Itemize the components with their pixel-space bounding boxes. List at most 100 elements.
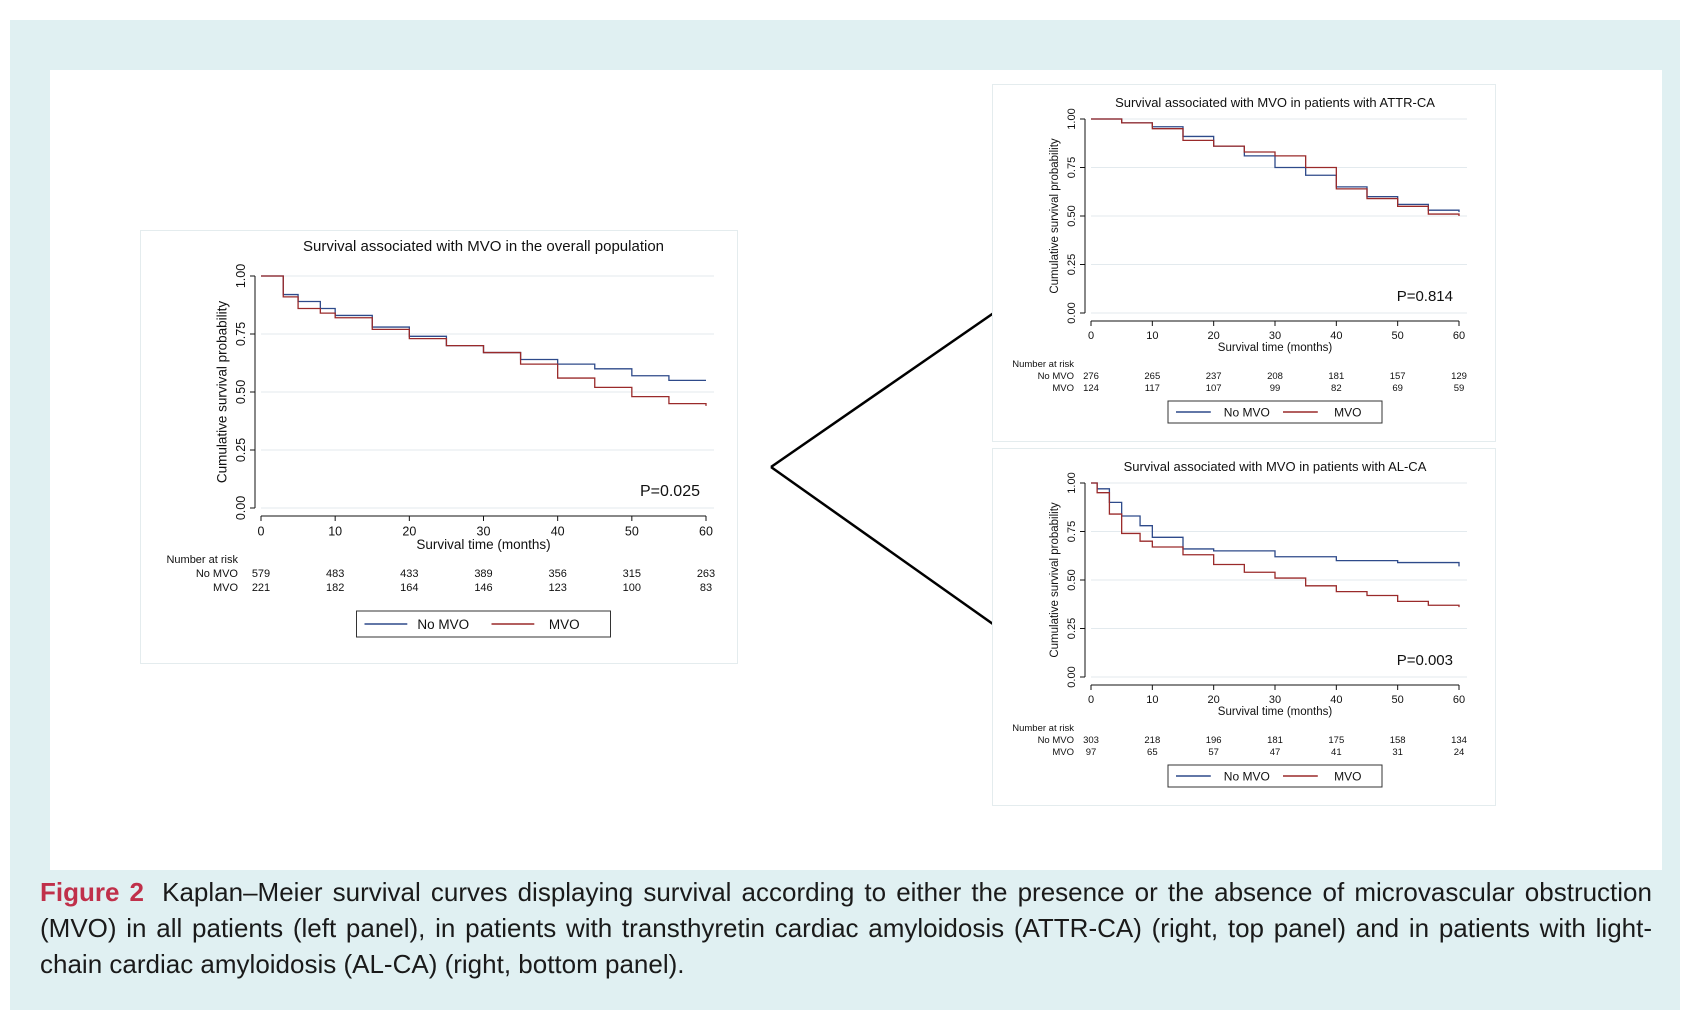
chart-title: Survival associated with MVO in patients… (1124, 459, 1427, 474)
p-value-annotation: P=0.025 (640, 483, 700, 500)
no-mvo-survival-curve (1091, 118, 1460, 213)
risk-table-value: 47 (1270, 747, 1281, 758)
risk-table-value: 237 (1206, 371, 1222, 382)
legend-no-mvo-label: No MVO (1224, 769, 1270, 783)
x-tick-label: 30 (1269, 330, 1281, 342)
overall-survival-chart: Survival associated with MVO in the over… (166, 238, 715, 638)
risk-table-header: Number at risk (1012, 723, 1074, 734)
x-tick-label: 40 (551, 525, 565, 539)
risk-table-row-label: No MVO (1038, 735, 1074, 746)
y-tick-label: 0.50 (234, 380, 248, 404)
y-tick-label: 0.75 (1066, 157, 1078, 178)
risk-table-value: 59 (1454, 383, 1465, 394)
risk-table-value: 265 (1144, 371, 1160, 382)
arrow-to-bottom-panel (770, 465, 1027, 648)
risk-table-value: 263 (697, 568, 715, 580)
y-tick-label: 1.00 (1066, 472, 1078, 493)
legend-mvo-label: MVO (1334, 405, 1361, 419)
x-tick-label: 0 (258, 525, 265, 539)
risk-table-value: 218 (1144, 735, 1160, 746)
no-mvo-survival-curve (261, 275, 706, 382)
y-tick-label: 0.50 (1066, 205, 1078, 226)
y-tick-label: 1.00 (234, 264, 248, 288)
legend-mvo-label: MVO (549, 617, 580, 632)
legend: No MVO MVO (356, 610, 611, 638)
x-tick-label: 20 (402, 525, 416, 539)
x-tick-label: 40 (1330, 694, 1342, 706)
risk-table-row-label: MVO (213, 582, 239, 594)
risk-table-value: 483 (326, 568, 344, 580)
chart-title: Survival associated with MVO in the over… (303, 238, 664, 255)
x-axis-label: Survival time (months) (1218, 342, 1333, 354)
x-tick-label: 10 (1146, 330, 1158, 342)
risk-table-value: 57 (1208, 747, 1219, 758)
x-tick-label: 40 (1330, 330, 1342, 342)
x-axis-label: Survival time (months) (1218, 706, 1333, 718)
x-tick-label: 60 (1453, 330, 1465, 342)
risk-table-value: 196 (1206, 735, 1222, 746)
x-axis-label: Survival time (months) (416, 537, 550, 552)
x-tick-label: 30 (477, 525, 491, 539)
y-axis-label: Cumulative survival probability (1049, 502, 1061, 658)
y-tick-label: 0.75 (234, 322, 248, 346)
attr-ca-panel: Survival associated with MVO in patients… (992, 84, 1496, 442)
x-tick-label: 60 (1453, 694, 1465, 706)
legend-no-mvo-label: No MVO (1224, 405, 1270, 419)
risk-table-value: 117 (1145, 383, 1160, 394)
risk-table-value: 123 (548, 582, 566, 594)
figure-panel-area: Survival associated with MVO in the over… (50, 70, 1662, 870)
p-value-annotation: P=0.814 (1397, 288, 1453, 305)
al-ca-survival-chart: Survival associated with MVO in patients… (1012, 459, 1467, 788)
figure-frame: Survival associated with MVO in the over… (10, 20, 1680, 1010)
risk-table-value: 276 (1083, 371, 1099, 382)
risk-table-value: 146 (474, 582, 492, 594)
risk-table-row-label: No MVO (1038, 371, 1074, 382)
risk-table-value: 356 (548, 568, 566, 580)
x-tick-label: 50 (625, 525, 639, 539)
risk-table-value: 579 (252, 568, 270, 580)
risk-table-value: 100 (623, 582, 641, 594)
overall-population-panel: Survival associated with MVO in the over… (140, 230, 738, 664)
legend-box (1167, 764, 1383, 788)
x-tick-label: 20 (1208, 694, 1220, 706)
y-tick-label: 0.25 (234, 438, 248, 462)
x-tick-label: 30 (1269, 694, 1281, 706)
arrow-to-top-panel (770, 290, 1027, 469)
risk-table-value: 83 (700, 582, 712, 594)
mvo-survival-curve (261, 275, 707, 406)
risk-table-value: 31 (1392, 747, 1403, 758)
y-tick-label: 1.00 (1066, 108, 1078, 129)
p-value-annotation: P=0.003 (1397, 652, 1453, 669)
al-ca-panel: Survival associated with MVO in patients… (992, 448, 1496, 806)
x-tick-label: 10 (328, 525, 342, 539)
risk-table-value: 124 (1083, 383, 1099, 394)
risk-table-value: 158 (1390, 735, 1406, 746)
no-mvo-survival-curve (1091, 482, 1460, 567)
x-tick-label: 60 (699, 525, 713, 539)
risk-table-value: 134 (1451, 735, 1467, 746)
risk-table-value: 221 (252, 582, 270, 594)
risk-table-value: 107 (1206, 383, 1222, 394)
legend: No MVO MVO (1167, 400, 1383, 424)
risk-table-value: 315 (623, 568, 641, 580)
y-tick-label: 0.00 (1066, 302, 1078, 323)
x-tick-label: 50 (1392, 694, 1404, 706)
risk-table-value: 97 (1086, 747, 1097, 758)
risk-table-value: 303 (1083, 735, 1099, 746)
risk-table-row-label: MVO (1052, 383, 1074, 394)
x-tick-label: 50 (1392, 330, 1404, 342)
mvo-survival-curve (1091, 118, 1460, 216)
y-tick-label: 0.75 (1066, 521, 1078, 542)
y-tick-label: 0.00 (1066, 666, 1078, 687)
risk-table-value: 175 (1328, 735, 1344, 746)
y-tick-label: 0.25 (1066, 254, 1078, 275)
risk-table-value: 181 (1328, 371, 1344, 382)
legend-box (1167, 400, 1383, 424)
risk-table-value: 182 (326, 582, 344, 594)
attr-ca-survival-chart: Survival associated with MVO in patients… (1012, 95, 1467, 424)
risk-table-value: 164 (400, 582, 418, 594)
x-tick-label: 0 (1088, 330, 1094, 342)
risk-table-row-label: MVO (1052, 747, 1074, 758)
y-axis-label: Cumulative survival probability (1049, 138, 1061, 294)
y-tick-label: 0.25 (1066, 618, 1078, 639)
